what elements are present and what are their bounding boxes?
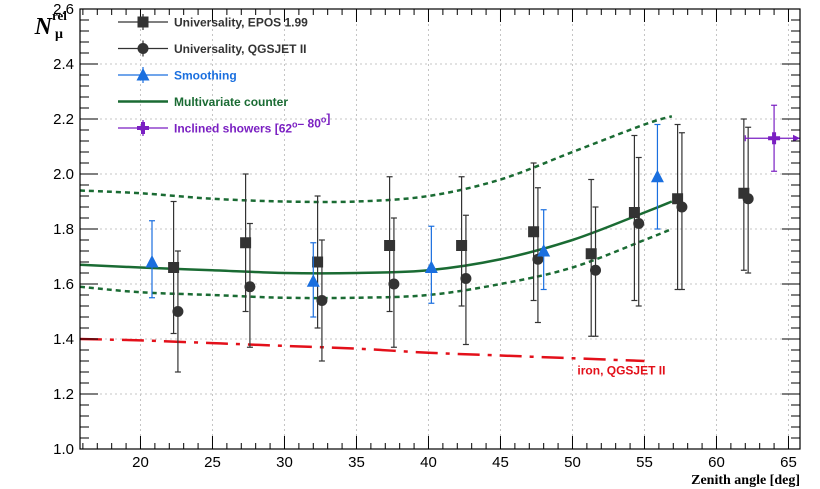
legend-label: Universality, EPOS 1.99 — [174, 16, 308, 30]
triangle-point — [306, 274, 320, 287]
circle-point — [172, 306, 184, 317]
legend-marker — [136, 68, 150, 81]
axis-ticks — [80, 8, 800, 450]
legend-entry: Universality, QGSJET II — [118, 40, 307, 57]
square-point — [738, 187, 750, 199]
y-tick-label: 2.4 — [53, 56, 74, 73]
y-axis-title-sub: μ — [55, 27, 63, 42]
x-tick-label: 45 — [492, 454, 509, 471]
cross-point — [768, 132, 781, 145]
x-tick-label: 25 — [204, 454, 221, 471]
circle-point — [316, 295, 328, 306]
circle-point — [742, 193, 754, 205]
square-point — [456, 240, 468, 251]
y-tick-label: 1.2 — [53, 386, 74, 403]
x-axis-title: Zenith angle [deg] — [691, 473, 800, 488]
legend-label: Universality, QGSJET II — [174, 42, 307, 56]
circle-point — [633, 218, 645, 229]
circle-point — [460, 273, 472, 284]
multivariate-counter-line — [79, 200, 673, 275]
square-point — [672, 193, 684, 205]
multivariate-band-line — [79, 115, 673, 204]
legend-entry: Inclined showers [62o– 80o] — [118, 112, 330, 136]
circle-point — [388, 278, 400, 290]
multivariate-band-line — [79, 227, 673, 300]
x-tick-label: 40 — [420, 454, 437, 471]
grid — [80, 9, 800, 449]
y-tick-label: 1.0 — [53, 441, 74, 458]
square-point — [628, 207, 640, 218]
y-tick-label: 1.6 — [53, 276, 74, 293]
legend-entry: Multivariate counter — [118, 95, 288, 109]
iron-annotation: iron, QGSJET II — [577, 364, 665, 378]
x-tick-label: 50 — [564, 454, 581, 471]
triangle-point — [145, 255, 159, 268]
y-axis-title: N rel μ — [34, 8, 68, 42]
y-tick-label: 1.8 — [53, 221, 74, 238]
y-axis-title-sup: rel — [52, 8, 67, 23]
legend-entry: Universality, EPOS 1.99 — [118, 14, 308, 30]
y-tick-label: 2.2 — [53, 111, 74, 128]
square-point — [312, 256, 324, 268]
legend-marker — [137, 43, 149, 54]
circle-point — [590, 264, 602, 276]
x-tick-label: 30 — [276, 454, 293, 471]
legend-label: Multivariate counter — [174, 95, 288, 109]
data-points — [145, 104, 800, 373]
x-tick-label: 55 — [636, 454, 653, 471]
legend-label: Smoothing — [174, 69, 237, 83]
triangle-point — [424, 260, 438, 273]
y-axis-title-main: N — [34, 14, 54, 40]
triangle-point — [537, 244, 551, 257]
x-tick-label: 35 — [348, 454, 365, 471]
axis-tick-labels: 20 25 30 35 40 45 50 55 60 65 1.0 1.2 1.4 1.6 1.8 2.0 2.… — [53, 1, 797, 471]
square-point — [528, 226, 540, 238]
legend-entry: Smoothing — [118, 67, 237, 83]
circle-point — [676, 201, 688, 213]
x-tick-label: 60 — [708, 454, 725, 471]
square-point — [168, 262, 180, 273]
square-point — [240, 237, 252, 249]
circle-point — [244, 281, 256, 293]
x-tick-label: 20 — [132, 454, 149, 471]
legend-marker — [137, 122, 149, 134]
square-point — [585, 248, 597, 260]
legend-label: Inclined showers [62o– 80o] — [174, 112, 330, 136]
legend: Universality, EPOS 1.99 Universality, QGS… — [118, 14, 330, 136]
y-tick-label: 1.4 — [53, 331, 74, 348]
x-error-arrow — [793, 134, 800, 142]
legend-marker — [137, 16, 149, 28]
square-point — [384, 240, 396, 251]
x-tick-label: 65 — [780, 454, 797, 471]
iron-qgsjet-line — [79, 337, 645, 363]
y-tick-label: 2.0 — [53, 166, 74, 183]
triangle-point — [650, 169, 664, 183]
y-tick-label: 2.6 — [53, 1, 74, 18]
curves — [79, 115, 673, 363]
